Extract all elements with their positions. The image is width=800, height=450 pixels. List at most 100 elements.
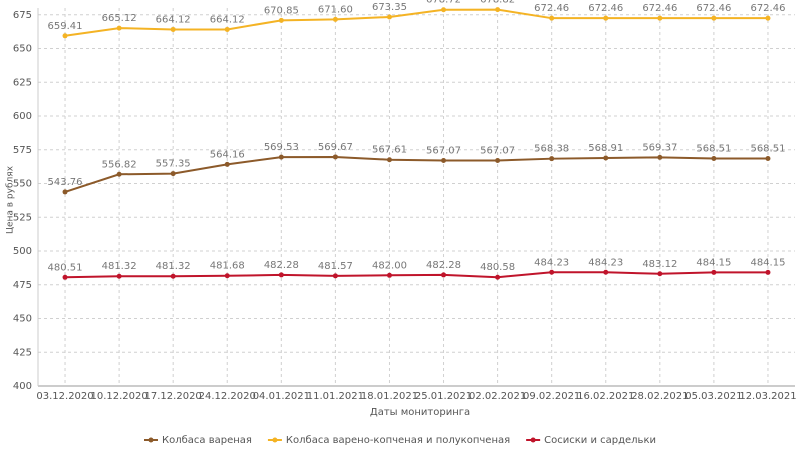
data-point <box>224 26 230 32</box>
data-label: 481.32 <box>156 261 191 272</box>
data-label: 557.35 <box>156 159 191 170</box>
data-label: 567.07 <box>426 145 461 156</box>
y-axis-label: Цена в рублях <box>6 165 16 234</box>
data-point <box>332 16 338 22</box>
data-label: 484.23 <box>588 257 623 268</box>
legend-symbol-dot <box>530 437 536 443</box>
x-tick-label: 25.01.2021 <box>415 391 472 402</box>
data-label: 567.61 <box>372 145 407 156</box>
x-tick-label: 05.03.2021 <box>685 391 742 402</box>
data-point <box>278 154 284 160</box>
y-tick-label: 550 <box>13 179 32 190</box>
data-point <box>495 157 501 163</box>
data-label: 567.07 <box>480 145 515 156</box>
x-tick-label: 09.02.2021 <box>523 391 580 402</box>
x-tick-label: 11.01.2021 <box>307 391 364 402</box>
y-tick-label: 575 <box>13 145 32 156</box>
data-point <box>765 156 771 162</box>
data-label: 673.35 <box>372 2 407 13</box>
data-point <box>386 157 392 163</box>
data-point <box>116 273 122 279</box>
data-point <box>332 273 338 279</box>
y-tick-label: 625 <box>13 77 32 88</box>
data-point <box>332 154 338 160</box>
legend-label: Колбаса вареная <box>162 435 252 446</box>
legend-symbol-dot <box>272 437 278 443</box>
data-point <box>495 7 501 13</box>
data-point <box>657 154 663 160</box>
data-point <box>711 156 717 162</box>
data-label: 543.76 <box>48 177 83 188</box>
x-axis-label: Даты мониторинга <box>370 407 470 418</box>
data-label: 672.46 <box>588 3 623 14</box>
data-label: 482.28 <box>426 260 461 271</box>
data-label: 672.46 <box>696 3 731 14</box>
data-point <box>170 273 176 279</box>
data-point <box>441 272 447 278</box>
data-point <box>62 189 68 195</box>
data-point <box>711 15 717 21</box>
data-point <box>765 269 771 275</box>
y-tick-label: 425 <box>13 347 32 358</box>
data-point <box>441 157 447 163</box>
data-point <box>603 155 609 161</box>
data-point <box>170 171 176 177</box>
data-point <box>441 7 447 13</box>
y-tick-label: 650 <box>13 44 32 55</box>
data-point <box>765 15 771 21</box>
data-point <box>224 273 230 279</box>
x-tick-label: 24.12.2020 <box>199 391 256 402</box>
y-tick-label: 450 <box>13 314 32 325</box>
data-point <box>62 274 68 280</box>
data-label: 672.46 <box>750 3 785 14</box>
x-tick-label: 03.12.2020 <box>36 391 93 402</box>
series-line <box>65 271 768 279</box>
x-tick-label: 28.02.2021 <box>631 391 688 402</box>
data-point <box>603 269 609 275</box>
data-label: 664.12 <box>156 14 191 25</box>
data-point <box>278 272 284 278</box>
data-label: 480.51 <box>48 262 83 273</box>
y-tick-label: 475 <box>13 280 32 291</box>
legend-label: Сосиски и сардельки <box>544 435 656 446</box>
x-tick-label: 16.02.2021 <box>577 391 634 402</box>
y-tick-label: 525 <box>13 212 32 223</box>
data-label: 664.12 <box>210 14 245 25</box>
data-label: 481.57 <box>318 261 353 272</box>
data-label: 481.68 <box>210 261 245 272</box>
data-point <box>386 272 392 278</box>
data-label: 569.53 <box>264 142 299 153</box>
data-label: 482.28 <box>264 260 299 271</box>
x-tick-label: 04.01.2021 <box>253 391 310 402</box>
x-tick-label: 12.03.2021 <box>739 391 796 402</box>
legend-label: Колбаса варено-копченая и полукопченая <box>286 435 510 446</box>
x-tick-label: 17.12.2020 <box>145 391 202 402</box>
y-tick-label: 600 <box>13 111 32 122</box>
series-line <box>64 155 768 193</box>
data-point <box>603 15 609 21</box>
data-label: 665.12 <box>102 13 137 24</box>
legend: Колбаса вареная Колбаса варено-копченая и… <box>144 435 656 446</box>
data-label: 484.15 <box>750 257 785 268</box>
data-label: 670.85 <box>264 5 299 16</box>
data-label: 659.41 <box>48 21 83 32</box>
data-point <box>495 274 501 280</box>
x-tick-label: 02.02.2021 <box>469 391 526 402</box>
data-point <box>711 269 717 275</box>
data-point <box>170 26 176 32</box>
x-tick-label: 10.12.2020 <box>90 391 147 402</box>
data-point <box>386 14 392 20</box>
x-tick-label: 18.01.2021 <box>361 391 418 402</box>
data-label: 672.46 <box>642 3 677 14</box>
data-label: 482.00 <box>372 260 407 271</box>
data-point <box>657 271 663 277</box>
y-tick-label: 400 <box>13 381 32 392</box>
data-label: 484.23 <box>534 257 569 268</box>
data-label: 484.15 <box>696 257 731 268</box>
data-label: 569.37 <box>642 142 677 153</box>
data-label: 564.16 <box>210 149 245 160</box>
data-label: 671.60 <box>318 4 353 15</box>
data-label: 483.12 <box>642 259 677 270</box>
legend-symbol-dot <box>148 437 154 443</box>
